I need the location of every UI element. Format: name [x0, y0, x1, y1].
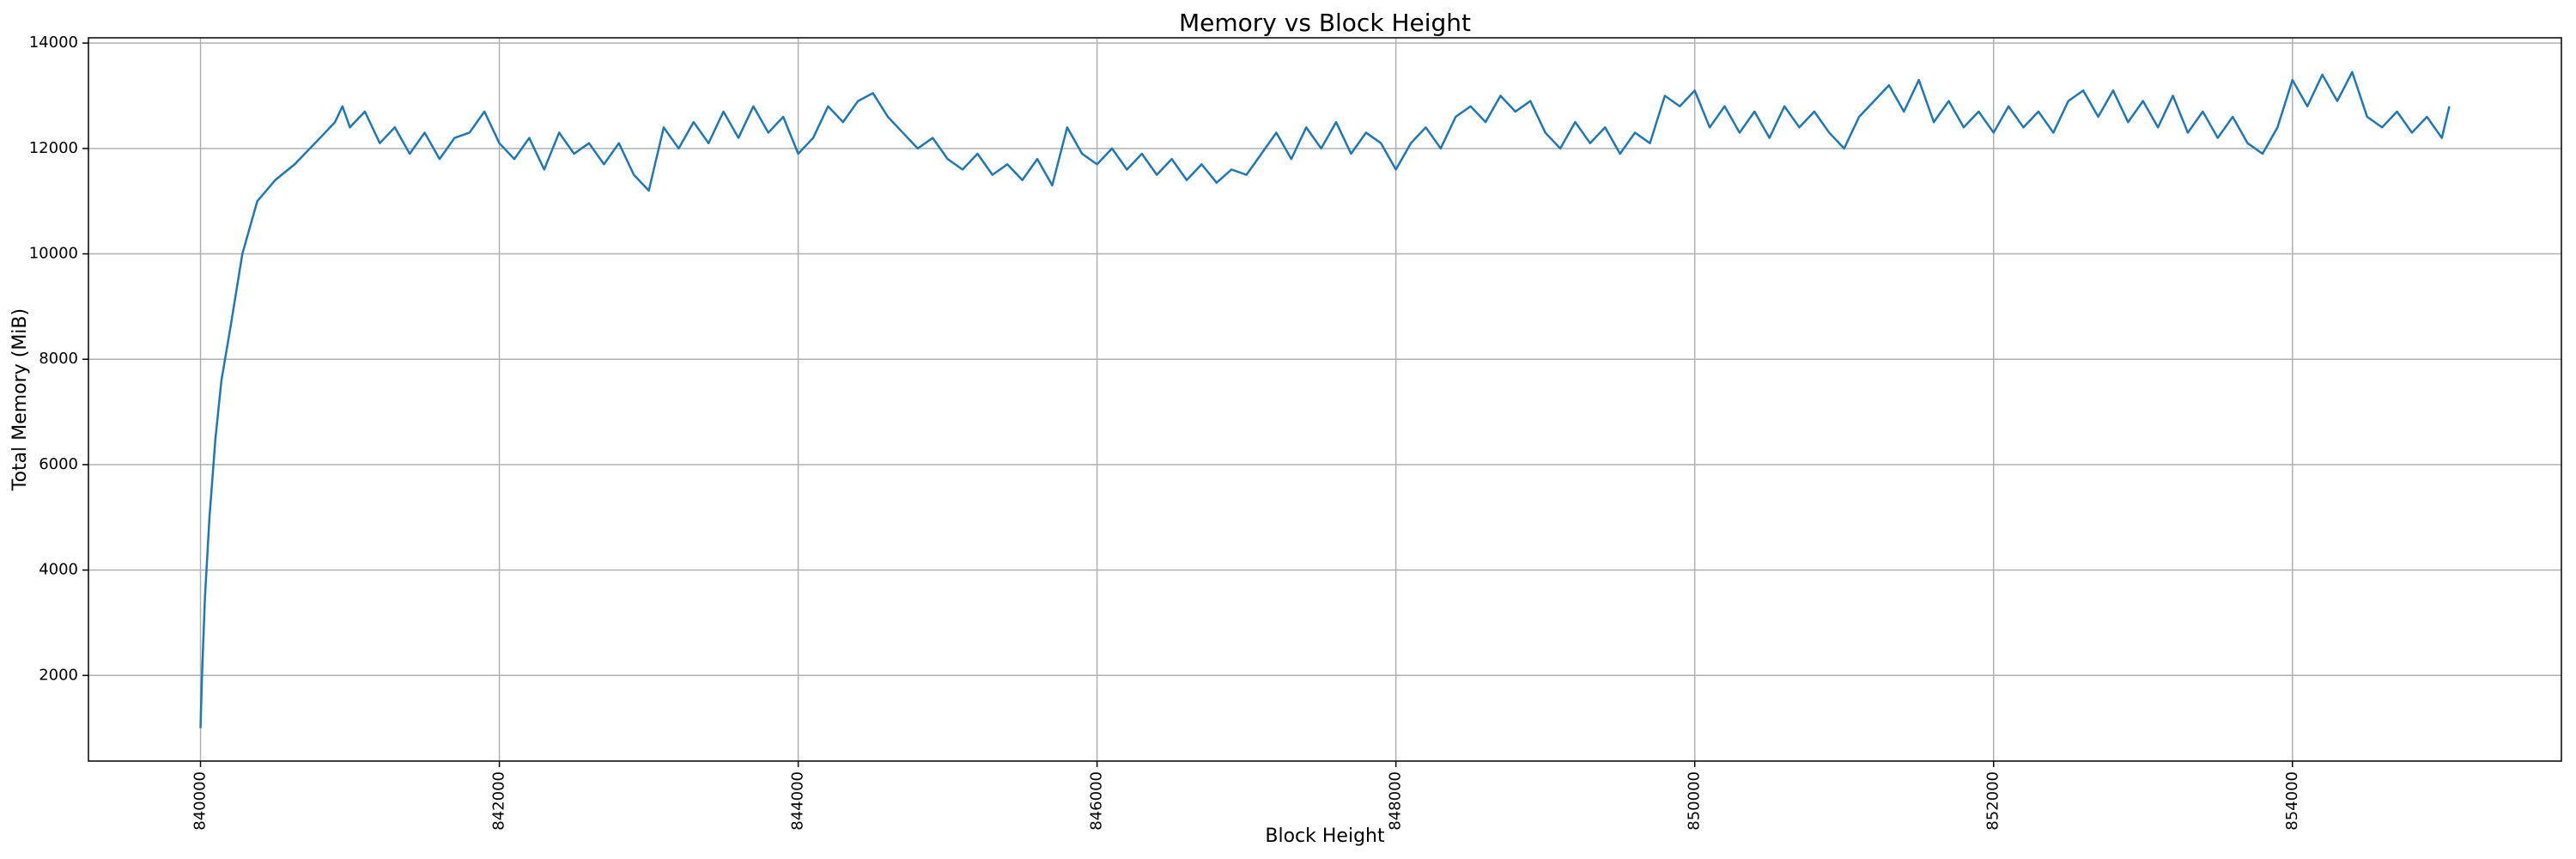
y-tick-label: 6000 — [39, 455, 78, 473]
chart-title: Memory vs Block Height — [1179, 9, 1471, 37]
x-tick-label: 852000 — [1984, 771, 2002, 831]
plot-frame — [88, 37, 2562, 762]
x-tick-label: 850000 — [1686, 771, 1704, 831]
x-tick-label: 846000 — [1088, 771, 1106, 831]
x-tick-label: 844000 — [789, 771, 807, 831]
y-tick-label: 2000 — [39, 666, 78, 684]
y-tick-label: 10000 — [29, 245, 78, 263]
y-tick-label: 8000 — [39, 350, 78, 368]
x-tick-label: 854000 — [2283, 771, 2301, 831]
x-tick-label: 840000 — [191, 771, 210, 831]
data-line — [199, 70, 2451, 728]
x-axis-label: Block Height — [1265, 825, 1385, 847]
y-tick-label: 14000 — [29, 34, 78, 52]
y-tick-label: 12000 — [29, 139, 78, 157]
y-tick-label: 4000 — [39, 561, 78, 579]
x-tick-label: 842000 — [490, 771, 508, 831]
y-axis-label: Total Memory (MiB) — [9, 308, 31, 491]
x-tick-label: 848000 — [1387, 771, 1405, 831]
